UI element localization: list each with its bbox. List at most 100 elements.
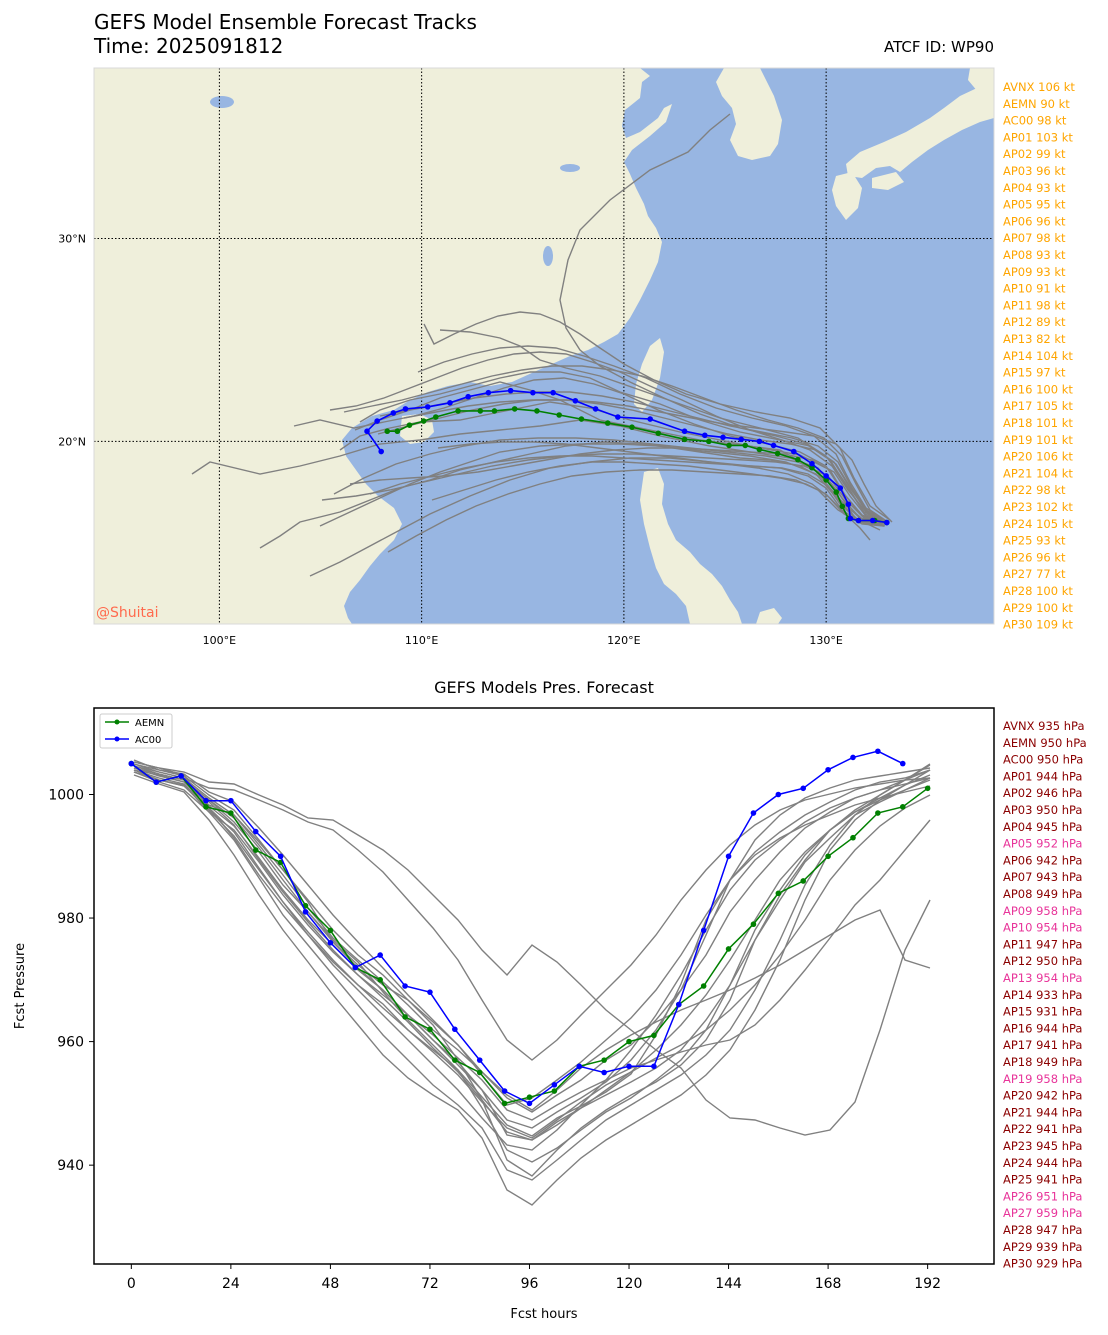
aemn-track-point: [394, 428, 401, 435]
aemn-pressure-point: [526, 1094, 533, 1100]
ac00-track-point: [837, 485, 844, 491]
watermark: @Shuitai: [96, 605, 158, 621]
intensity-label: AP01 103 kt: [1003, 130, 1073, 144]
aemn-track-point: [406, 422, 413, 428]
ac00-pressure-point: [476, 1057, 483, 1063]
ac00-pressure-point: [675, 1001, 682, 1008]
pressure-label: AP19 958 hPa: [1003, 1072, 1082, 1086]
ac00-pressure-point: [327, 939, 334, 946]
ac00-pressure-point: [526, 1100, 533, 1107]
land-korea: [716, 68, 782, 160]
aemn-track-point: [432, 414, 439, 420]
aemn-pressure-point: [850, 834, 856, 841]
lake: [210, 96, 234, 108]
aemn-track-point: [823, 477, 829, 483]
ac00-track-point: [447, 400, 453, 406]
aemn-track-point: [534, 408, 540, 414]
aemn-pressure-point: [327, 927, 334, 934]
aemn-track-point: [420, 418, 427, 424]
ac00-pressure-point: [252, 828, 259, 835]
y-tick-label: 980: [57, 911, 84, 927]
x-tick-label: 168: [815, 1276, 842, 1292]
aemn-pressure-point: [427, 1026, 433, 1033]
ensemble-pressure-line: [133, 759, 931, 1177]
land-taiwan: [634, 338, 664, 412]
ac00-track-point: [374, 418, 380, 424]
ac00-track-point: [823, 473, 829, 479]
pressure-label: AP16 944 hPa: [1003, 1021, 1082, 1035]
ensemble-pressure-lines: [133, 759, 931, 1206]
intensity-label: AEMN 90 kt: [1003, 97, 1070, 111]
intensity-label: AP24 105 kt: [1003, 517, 1073, 531]
land-hokkaido: [968, 68, 994, 96]
aemn-pressure-point: [601, 1057, 607, 1063]
aemn-pressure-point: [476, 1069, 483, 1076]
ac00-track-point: [378, 448, 384, 455]
ac00-pressure-point: [402, 983, 408, 989]
ensemble-track: [379, 391, 887, 523]
pressure-label: AP30 929 hPa: [1003, 1257, 1082, 1271]
aemn-pressure-point: [551, 1088, 558, 1094]
aemn-track-point: [726, 442, 732, 449]
aemn-pressure-point: [875, 810, 881, 816]
ac00-track: [364, 387, 890, 526]
ac00-track-point: [364, 428, 370, 435]
ac00-pressure-point: [228, 797, 234, 804]
ensemble-track: [417, 345, 888, 523]
aemn-pressure-point: [501, 1100, 508, 1107]
pressure-label: AP08 949 hPa: [1003, 887, 1082, 901]
pressure-label: AP01 944 hPa: [1003, 769, 1082, 783]
y-axis-label: Fcst Pressure: [13, 943, 28, 1029]
ensemble-pressure-line: [133, 763, 931, 1106]
ensemble-pressure-line: [133, 765, 931, 1129]
map-gridlines: 100°E 110°E 120°E 130°E 30°N 20°N: [58, 68, 994, 647]
aemn-pressure-point: [203, 804, 209, 810]
ac00-track-point: [615, 414, 621, 420]
legend: AEMN AC00: [99, 713, 173, 749]
x-tick-label: 72: [421, 1276, 439, 1292]
intensity-label: AP16 100 kt: [1003, 382, 1073, 396]
pressure-label: AP12 950 hPa: [1003, 954, 1082, 968]
intensity-label: AP23 102 kt: [1003, 500, 1073, 514]
ensemble-track: [423, 311, 891, 521]
intensity-label: AP04 93 kt: [1003, 181, 1066, 195]
pressure-label: AP03 950 hPa: [1003, 803, 1082, 817]
x-tick-label: 192: [914, 1276, 941, 1292]
ensemble-pressure-line: [133, 761, 931, 1136]
pressure-axes: 0 24 48 72 96 120 144 168 192 940 960 980 1000: [48, 787, 941, 1292]
x-tick-label: 144: [715, 1276, 742, 1292]
longitude-tick-label: 110°E: [405, 634, 438, 647]
pressure-label: AP09 958 hPa: [1003, 904, 1082, 918]
aemn-track-point: [809, 464, 815, 471]
ac00-track-point: [647, 416, 653, 422]
aemn-pressure-point: [825, 853, 831, 860]
intensity-label: AP18 101 kt: [1003, 416, 1073, 430]
aemn-track-point: [384, 428, 391, 435]
pressure-chart: GEFS Models Pres. Forecast: [13, 678, 995, 1322]
aemn-track-point: [774, 450, 781, 457]
aemn-track-point: [511, 406, 518, 412]
ac00-track-point: [424, 404, 431, 410]
pressure-plot-area: [128, 748, 931, 1206]
ac00-pressure-point: [551, 1082, 558, 1088]
intensity-label: AP30 109 kt: [1003, 618, 1073, 632]
ac00-pressure-point: [850, 754, 856, 761]
intensity-label: AP08 93 kt: [1003, 248, 1066, 262]
ac00-pressure-point: [452, 1026, 458, 1033]
x-tick-label: 48: [321, 1276, 339, 1292]
ensemble-pressure-line: [133, 763, 931, 1163]
land-philippine-islands: [756, 608, 782, 624]
pressure-label: AP25 941 hPa: [1003, 1173, 1082, 1187]
ensemble-track: [259, 441, 884, 549]
track-map: 100°E 110°E 120°E 130°E 30°N 20°N: [58, 67, 995, 647]
ac00-pressure-point: [277, 853, 284, 860]
pressure-label: AP15 931 hPa: [1003, 1005, 1082, 1019]
forecast-time: Time: 2025091812: [94, 34, 284, 58]
pressure-label: AP02 946 hPa: [1003, 786, 1082, 800]
ac00-track-point: [738, 436, 744, 443]
bay: [560, 164, 580, 172]
intensity-label: AP17 105 kt: [1003, 399, 1073, 413]
ac00-pressure-point: [501, 1088, 508, 1094]
intensity-label: AP05 95 kt: [1003, 198, 1066, 212]
